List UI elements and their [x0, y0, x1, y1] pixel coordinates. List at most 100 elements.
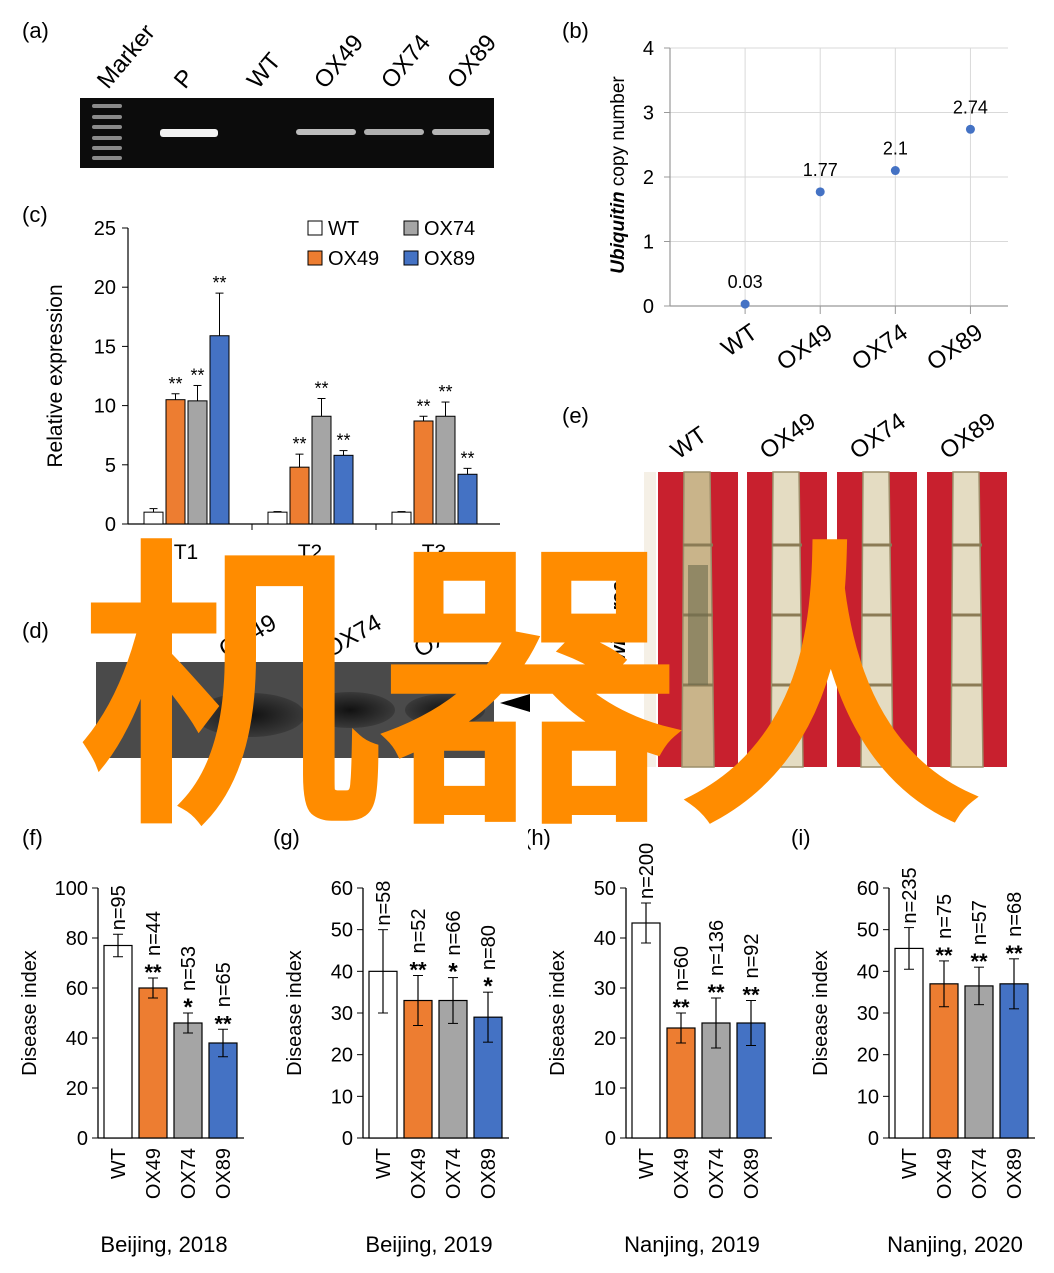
bar: [289, 466, 310, 525]
photo-edge: [644, 472, 656, 767]
x-tick-label: OX49: [934, 1148, 956, 1199]
bar: [457, 473, 478, 525]
x-axis-label: Nanjing, 2019: [624, 1232, 760, 1257]
y-tick-label: 60: [331, 878, 353, 900]
bar: [894, 947, 924, 1139]
y-tick-label: 40: [331, 961, 353, 983]
y-tick-label: 50: [594, 878, 616, 900]
gel-panel-a: (a) Marker P WT OX49 OX74 OX89: [22, 18, 502, 168]
y-tick-label: 2: [643, 167, 654, 189]
x-tick-label: OX49: [408, 1148, 430, 1199]
x-tick-label: OX49: [671, 1148, 693, 1199]
data-point: [890, 166, 900, 176]
data-point: [740, 299, 750, 309]
y-tick-label: 20: [66, 1078, 88, 1100]
y-tick-label: 30: [857, 1003, 879, 1025]
arrowhead-icon: [500, 694, 530, 712]
gel-image: [80, 98, 494, 168]
sample-size-label: n=58: [373, 881, 395, 926]
y-tick-label: 10: [857, 1086, 879, 1108]
bar: [666, 1027, 696, 1139]
y-tick-label: 50: [331, 920, 353, 942]
bar: [208, 1042, 238, 1139]
legend-swatch: [307, 220, 323, 236]
bar: [267, 511, 288, 525]
significance-marker: **: [292, 434, 306, 454]
gel-band: [364, 129, 424, 135]
blot-band-ox74: [305, 692, 395, 728]
bar: [209, 335, 230, 525]
marker-band: [92, 136, 122, 140]
gel-band: [296, 129, 356, 135]
bar: [311, 415, 332, 525]
x-axis-label: Nanjing, 2020: [887, 1232, 1023, 1257]
significance-marker: **: [212, 273, 226, 293]
y-tick-label: 25: [94, 218, 116, 240]
y-tick-label: 60: [857, 878, 879, 900]
stem-image: [860, 471, 894, 768]
y-axis-label-rest: copy number: [608, 76, 629, 192]
significance-marker: *: [483, 973, 493, 1000]
bar: [333, 454, 354, 525]
bar: [143, 511, 164, 525]
sample-size-label: n=68: [1004, 892, 1026, 937]
y-tick-label: 10: [594, 1078, 616, 1100]
x-tick-label: OX49: [772, 319, 838, 376]
y-axis-label: Relative expression: [44, 284, 67, 467]
gel-lane-label: Marker: [92, 19, 161, 94]
gel-lane-label: OX49: [309, 29, 369, 93]
marker-band: [92, 156, 122, 160]
y-tick-label: 0: [605, 1128, 616, 1150]
y-tick-label: 20: [857, 1045, 879, 1067]
panel-label-a: (a): [22, 18, 49, 43]
x-tick-label: WT: [899, 1148, 921, 1179]
disease-index-chart-h: (h) 0 10 20 30 40 50 Disease index n=200 WT ** n=6…: [528, 825, 772, 1257]
y-tick-label: 30: [331, 1003, 353, 1025]
x-tick-label: WT: [108, 1148, 130, 1179]
x-axis-label: Beijing, 2019: [365, 1232, 492, 1257]
sample-size-label: n=53: [178, 946, 200, 991]
significance-marker: **: [707, 980, 725, 1005]
y-tick-label: 0: [868, 1128, 879, 1150]
disease-index-chart-i: (i) 0 10 20 30 40 50 60 Disease index n=235 WT ** n…: [791, 825, 1035, 1257]
legend-label: OX89: [424, 248, 475, 270]
blot-lane-label: OX49: [215, 609, 282, 663]
legend-swatch: [307, 250, 323, 266]
relative-expression-chart: (c) 0 5 10 15 20 25 Relative expression ** ** ** T…: [22, 202, 500, 564]
sample-size-label: n=92: [741, 933, 763, 978]
panel-label-c: (c): [22, 202, 48, 227]
y-tick-label: 0: [643, 296, 654, 318]
data-point: [965, 124, 975, 134]
legend-label: OX74: [424, 218, 475, 240]
gel-bands: [92, 104, 490, 160]
legend-label: OX49: [328, 248, 379, 270]
y-tick-label: 0: [77, 1128, 88, 1150]
y-tick-label: 20: [331, 1045, 353, 1067]
panel-label-f: (f): [22, 825, 43, 850]
significance-marker: **: [168, 374, 182, 394]
stem-image: [770, 471, 804, 768]
legend-label: WT: [328, 218, 359, 240]
x-tick-label: OX74: [706, 1148, 728, 1199]
copy-number-chart: (b) Ubiquitin copy number 0 1 2 3 4 WT 0.03 OX4…: [562, 18, 1008, 376]
y-tick-label: 20: [94, 277, 116, 299]
y-axis-label: Ubiquitin copy number: [608, 76, 629, 274]
x-tick-label: OX89: [741, 1148, 763, 1199]
data-point: [815, 187, 825, 197]
bar: [413, 420, 434, 525]
y-axis-label: Disease index: [547, 950, 569, 1076]
significance-marker: **: [935, 943, 953, 968]
y-tick-label: 10: [94, 396, 116, 418]
y-tick-label: 3: [643, 103, 654, 125]
sample-size-label: n=80: [478, 925, 500, 970]
marker-band: [92, 146, 122, 150]
x-tick-label: T3: [422, 541, 447, 564]
bar: [391, 511, 412, 525]
panel-label-h: (h): [528, 825, 551, 850]
significance-marker: *: [448, 959, 458, 986]
genotype-label: OX49: [755, 408, 821, 465]
gel-lane-label: P: [169, 64, 200, 94]
marker-band: [92, 104, 122, 108]
significance-marker: **: [416, 396, 430, 416]
